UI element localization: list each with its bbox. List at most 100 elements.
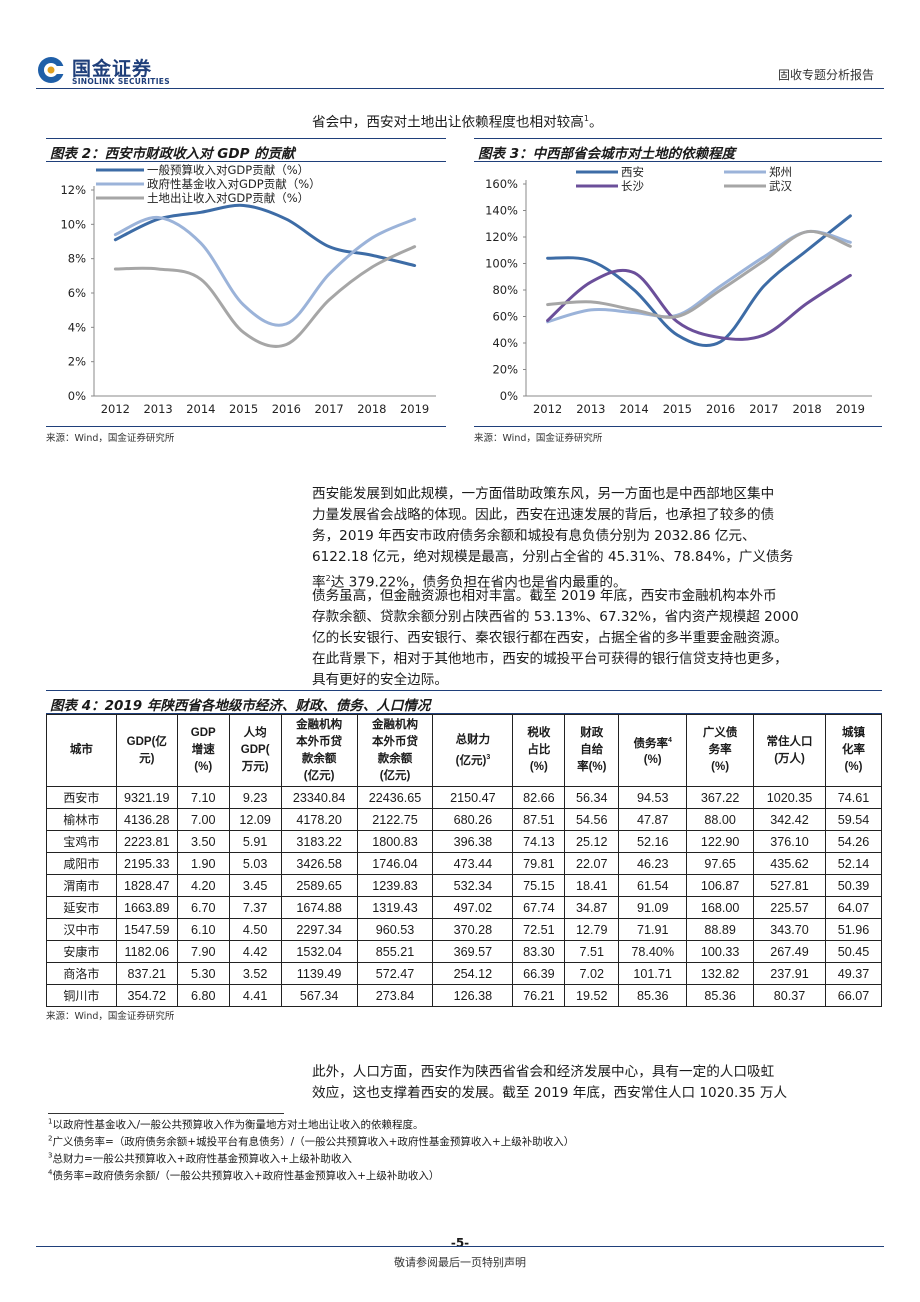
header-text: GDP(亿 xyxy=(126,735,167,748)
table-header-cell: 财政 自给 率(%) xyxy=(564,714,620,787)
company-logo-mark xyxy=(38,57,65,83)
header-text: 占比 xyxy=(527,744,551,756)
value-cell: 342.42 xyxy=(753,808,826,831)
intro-paragraph: 省会中，西安对土地出让依赖程度也相对较高1。 xyxy=(312,114,603,131)
header-text: 债务率4 xyxy=(633,736,672,750)
legend-label: 武汉 xyxy=(769,179,792,193)
value-cell: 5.03 xyxy=(228,852,282,875)
city-cell: 宝鸡市 xyxy=(46,830,117,853)
value-cell: 106.87 xyxy=(686,874,755,897)
footnote-divider xyxy=(48,1113,284,1114)
figure3-line-chart: 0% 20% 40% 60% 80% 100% 120% 140% 160% 2012 2013 20… xyxy=(485,165,872,416)
value-cell: 76.21 xyxy=(512,984,566,1007)
table-header-cell: 城市 xyxy=(46,714,117,787)
value-cell: 126.38 xyxy=(432,984,514,1007)
value-cell: 273.84 xyxy=(356,984,434,1007)
table-row: 商洛市 837.21 5.30 3.52 1139.49 572.47 254.12 66.3… xyxy=(46,962,883,985)
value-cell: 1020.35 xyxy=(753,786,826,809)
value-cell: 1182.06 xyxy=(115,940,178,963)
value-cell: 9321.19 xyxy=(115,786,178,809)
table-header-cell: 金融机构 本外币贷 款余额 (亿元) xyxy=(356,714,434,787)
value-cell: 12.09 xyxy=(228,808,282,831)
x-tick-label: 2013 xyxy=(143,402,172,416)
header-divider xyxy=(36,88,884,89)
value-cell: 34.87 xyxy=(564,896,620,919)
table-header-cell: 总财力 (亿元)3 xyxy=(432,714,514,787)
value-cell: 367.22 xyxy=(686,786,755,809)
y-tick-label: 4% xyxy=(68,320,86,334)
x-tick-label: 2015 xyxy=(229,402,258,416)
table-header-cell: 税收 占比 (%) xyxy=(512,714,566,787)
paragraph-population: 此外，人口方面，西安作为陕西省省会和经济发展中心，具有一定的人口吸虹 效应，这也… xyxy=(312,1064,788,1101)
value-cell: 4136.28 xyxy=(115,808,178,831)
value-cell: 23340.84 xyxy=(280,786,358,809)
city-cell: 延安市 xyxy=(46,896,117,919)
figure3-title: 图表 3：中西部省会城市对土地的依赖程度 xyxy=(474,138,882,162)
value-cell: 1239.83 xyxy=(356,874,434,897)
header-text: 财政 xyxy=(580,727,604,739)
table-header-cell: 常住人口 (万人) xyxy=(753,714,826,787)
value-cell: 9.23 xyxy=(228,786,282,809)
table-row: 榆林市 4136.28 7.00 12.09 4178.20 2122.75 680.26 8… xyxy=(46,808,883,831)
value-cell: 7.51 xyxy=(564,940,620,963)
table-row: 咸阳市 2195.33 1.90 5.03 3426.58 1746.04 473.44 79… xyxy=(46,852,883,875)
value-cell: 7.10 xyxy=(176,786,230,809)
value-cell: 396.38 xyxy=(432,830,514,853)
footnote-3: 3总财力=一般公共预算收入+政府性基金预算收入+上级补助收入 xyxy=(48,1151,352,1166)
value-cell: 50.45 xyxy=(824,940,883,963)
value-cell: 66.07 xyxy=(824,984,883,1007)
header-text: 款余额 xyxy=(301,752,337,765)
x-tick-label: 2017 xyxy=(749,402,778,416)
table-row: 安康市 1182.06 7.90 4.42 1532.04 855.21 369.57 83.… xyxy=(46,940,883,963)
y-tick-label: 12% xyxy=(60,183,86,197)
footnote-4: 4债务率=政府债务余额/（一般公共预算收入+政府性基金预算收入+上级补助收入） xyxy=(48,1168,440,1183)
y-tick-label: 100% xyxy=(485,257,518,271)
legend-label: 郑州 xyxy=(769,165,792,179)
figure2-source: 来源：Wind，国金证券研究所 xyxy=(46,433,175,444)
series-line xyxy=(546,229,852,324)
value-cell: 1547.59 xyxy=(115,918,178,941)
value-cell: 6.70 xyxy=(176,896,230,919)
value-cell: 3.45 xyxy=(228,874,282,897)
table-header-row: 城市 GDP(亿 元) GDP 增速 (%) 人均 GDP(万元) 金融机构 本外币贷 款余额 (亿元… xyxy=(46,714,883,787)
y-tick-label: 0% xyxy=(500,389,518,403)
figure3-source: 来源：Wind，国金证券研究所 xyxy=(474,433,603,444)
header-text: 常住人口 xyxy=(766,735,813,748)
y-tick-label: 140% xyxy=(485,204,518,218)
header-text: 金融机构 xyxy=(296,718,343,731)
value-cell: 1800.83 xyxy=(356,830,434,853)
header-text: (%) xyxy=(711,761,730,773)
value-cell: 527.81 xyxy=(753,874,826,897)
table-header-cell: 人均 GDP(万元) xyxy=(228,714,282,787)
table-header-cell: 金融机构 本外币贷 款余额 (亿元) xyxy=(280,714,358,787)
series-line xyxy=(546,230,852,319)
value-cell: 4.41 xyxy=(228,984,282,1007)
figure2-line-chart: 0% 2% 4% 6% 8% 10% 12% 2012 2013 2014 2015 2016 2017… xyxy=(60,163,436,416)
value-cell: 54.56 xyxy=(564,808,620,831)
value-cell: 1828.47 xyxy=(115,874,178,897)
value-cell: 2589.65 xyxy=(280,874,358,897)
x-tick-label: 2012 xyxy=(101,402,130,416)
value-cell: 97.65 xyxy=(686,852,755,875)
header-text: GDP xyxy=(190,727,216,739)
value-cell: 75.15 xyxy=(512,874,566,897)
header-text: 化率 xyxy=(841,744,865,756)
figure4-title: 图表 4：2019 年陕西省各地级市经济、财政、债务、人口情况 xyxy=(46,690,882,714)
value-cell: 1139.49 xyxy=(280,962,358,985)
x-tick-label: 2019 xyxy=(836,402,865,416)
value-cell: 87.51 xyxy=(512,808,566,831)
header-text: (亿元)3 xyxy=(455,753,491,767)
value-cell: 85.36 xyxy=(686,984,755,1007)
header-text: 广义债 xyxy=(702,727,738,739)
series-line xyxy=(113,245,417,348)
header-text: (%) xyxy=(844,761,863,773)
value-cell: 80.37 xyxy=(753,984,826,1007)
value-cell: 47.87 xyxy=(618,808,688,831)
value-cell: 4178.20 xyxy=(280,808,358,831)
company-logo-english: SINOLINK SECURITIES xyxy=(72,77,170,86)
value-cell: 22436.65 xyxy=(356,786,434,809)
figure2-title: 图表 2：西安市财政收入对 GDP 的贡献 xyxy=(46,138,446,162)
value-cell: 59.54 xyxy=(824,808,883,831)
x-tick-label: 2012 xyxy=(533,402,562,416)
value-cell: 122.90 xyxy=(686,830,755,853)
